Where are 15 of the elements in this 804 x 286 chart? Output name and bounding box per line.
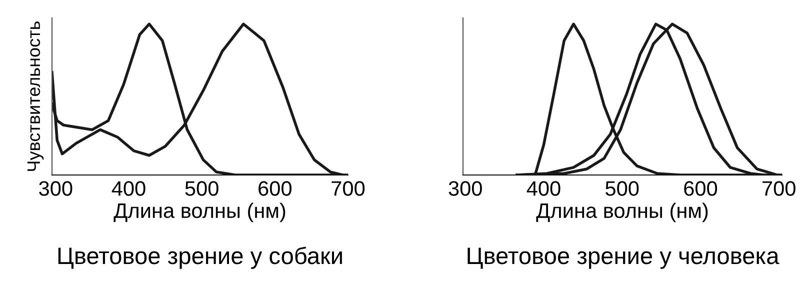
x-axis-title: Длина волны (нм) (536, 202, 708, 222)
x-tick-label: 500 (606, 181, 639, 196)
x-tick-label: 300 (39, 181, 72, 196)
x-tick-label: 700 (762, 181, 796, 196)
x-tick-label: 600 (258, 181, 292, 196)
x-tick-label: 500 (185, 181, 218, 196)
x-tick-label: 400 (526, 181, 560, 196)
text: Цветовое зрение у человека (468, 248, 780, 269)
y-axis-title: Чувствительность (28, 21, 44, 171)
x-tick-label: 300 (448, 181, 482, 196)
x-tick-label: 400 (112, 181, 146, 196)
text: Цветовое зрение у собаки (58, 246, 342, 269)
x-tick-label: 600 (684, 181, 718, 196)
x-tick-label: 700 (332, 181, 365, 196)
x-axis-title: Длина волны (нм) (114, 202, 286, 222)
